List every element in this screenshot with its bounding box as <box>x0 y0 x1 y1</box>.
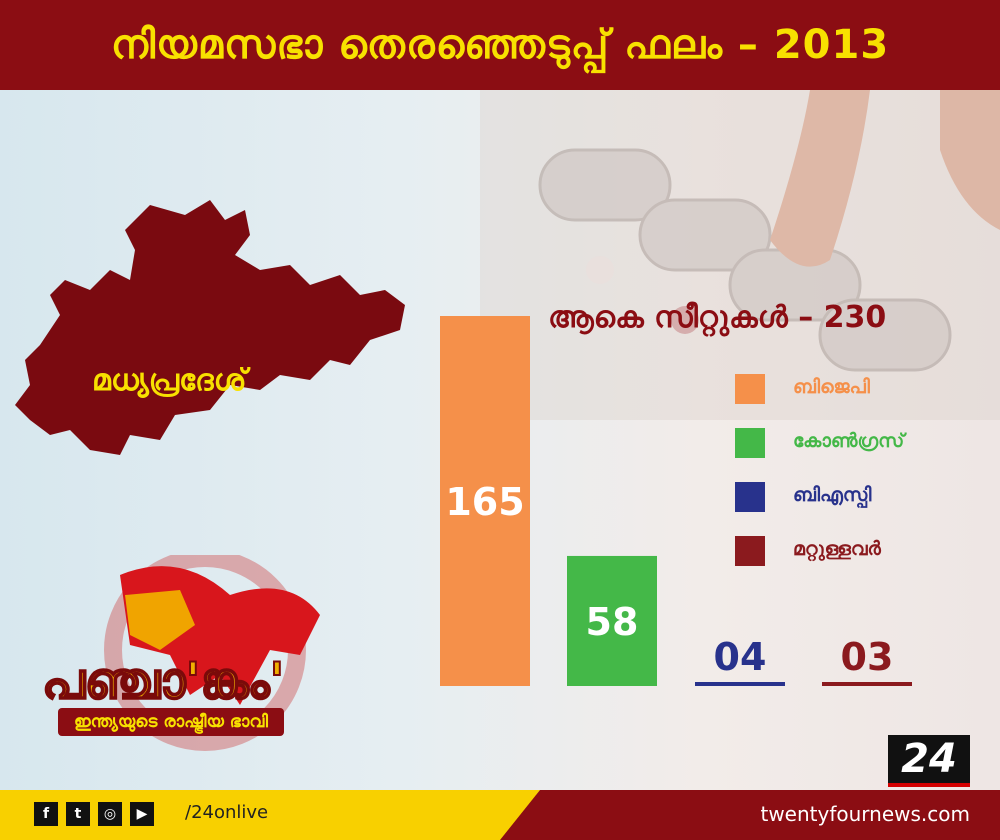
social-handle[interactable]: /24onlive <box>185 802 269 823</box>
footer-bar: f t ◎ ▶ /24onlive twentyfournews.com <box>0 790 1000 840</box>
total-seats-label: ആകെ സീറ്റുകൾ – 230 <box>548 300 887 335</box>
page-title: നിയമസഭാ തെരഞ്ഞെടുപ്പ് ഫലം – 2013 <box>110 22 890 68</box>
website-url[interactable]: twentyfournews.com <box>760 802 970 826</box>
twitter-icon[interactable]: t <box>66 802 90 826</box>
panchangam-logo-graphic <box>104 555 320 751</box>
legend-swatch <box>735 428 765 458</box>
channel-24-logo: 24 <box>888 735 970 787</box>
social-icons: f t ◎ ▶ <box>34 802 154 826</box>
footer-yellow-panel <box>0 790 540 840</box>
footer-red-panel <box>500 790 1000 840</box>
background <box>0 90 1000 790</box>
youtube-icon[interactable]: ▶ <box>130 802 154 826</box>
legend-swatch <box>735 374 765 404</box>
logo-wordmark: പഞ്ചാ'ങ്കം' <box>41 651 286 711</box>
legend-label: ബിഎസ്പി <box>793 484 872 506</box>
madhya-pradesh-map <box>15 200 405 455</box>
legend-label: കോൺഗ്രസ് <box>793 430 905 452</box>
legend-label: ബിജെപി <box>793 376 870 398</box>
evm-machine-image <box>480 90 1000 420</box>
legend-label: മറ്റുള്ളവർ <box>793 538 881 560</box>
legend-swatch <box>735 536 765 566</box>
instagram-icon[interactable]: ◎ <box>98 802 122 826</box>
legend-swatch <box>735 482 765 512</box>
logo-tagline: ഇന്ത്യയുടെ രാഷ്ട്രീയ ഭാവി <box>58 708 284 736</box>
facebook-icon[interactable]: f <box>34 802 58 826</box>
header-banner: നിയമസഭാ തെരഞ്ഞെടുപ്പ് ഫലം – 2013 <box>0 0 1000 90</box>
state-name: മധ്യപ്രദേശ് <box>92 363 247 398</box>
